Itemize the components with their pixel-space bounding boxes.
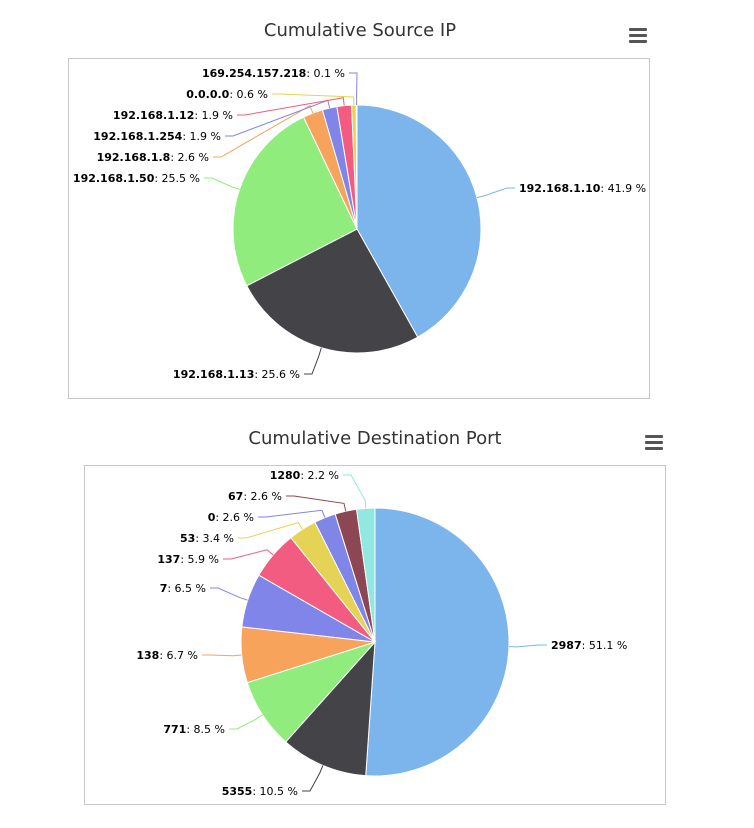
connector-line [508, 644, 547, 648]
connector-line [304, 347, 322, 375]
chart-title: Cumulative Destination Port [248, 428, 502, 449]
connector-line [349, 72, 358, 106]
data-label-value: : 51.1 % [582, 639, 628, 652]
data-label-name: 0 [208, 511, 216, 524]
data-label: 0.0.0.0: 0.6 % [186, 88, 268, 101]
connector-line [343, 474, 367, 509]
data-label-value: : 6.7 % [159, 649, 198, 662]
data-label-name: 53 [180, 532, 195, 545]
connector-line [272, 93, 355, 106]
connector-line [202, 654, 242, 657]
hamburger-menu-icon[interactable] [645, 435, 663, 450]
data-label-value: : 0.1 % [306, 67, 345, 80]
data-label: 169.254.157.218: 0.1 % [202, 67, 345, 80]
data-label-value: : 2.6 % [215, 511, 254, 524]
data-label-name: 7 [160, 582, 168, 595]
data-label-name: 137 [157, 553, 180, 566]
data-label: 192.168.1.8: 2.6 % [97, 151, 209, 164]
data-label: 7: 6.5 % [160, 582, 206, 595]
data-label-value: : 25.5 % [154, 172, 200, 185]
data-label-name: 771 [163, 723, 186, 736]
data-label-name: 192.168.1.12 [113, 109, 194, 122]
data-label-name: 192.168.1.10 [519, 182, 601, 195]
data-label: 138: 6.7 % [136, 649, 198, 662]
hamburger-menu-icon[interactable] [629, 28, 647, 43]
data-label-name: 0.0.0.0 [186, 88, 229, 101]
data-label-value: : 0.6 % [229, 88, 268, 101]
connector-line [258, 509, 326, 518]
data-label: 192.168.1.50: 25.5 % [73, 172, 200, 185]
source-ip-chart: Cumulative Source IP 192.168.1.10: 41.9 … [0, 0, 754, 400]
pie-chart-source-ip: 192.168.1.10: 41.9 % 192.168.1.13: 25.6 %… [73, 67, 646, 381]
data-label-name: 67 [228, 490, 243, 503]
data-label: 192.168.1.13: 25.6 % [173, 368, 300, 381]
destination-port-chart: Cumulative Destination Port 2987: 51.1 %… [0, 400, 754, 828]
pie-slice-192-168-1-10[interactable] [356, 104, 482, 338]
data-label-value: : 25.6 % [254, 368, 300, 381]
data-label: 53: 3.4 % [180, 532, 234, 545]
data-label: 137: 5.9 % [157, 553, 219, 566]
connector-line [302, 765, 324, 792]
data-label-value: : 6.5 % [167, 582, 206, 595]
data-label-name: 192.168.1.50 [73, 172, 155, 185]
data-label-name: 192.168.1.13 [173, 368, 254, 381]
data-label-name: 192.168.1.8 [97, 151, 171, 164]
data-label-value: : 2.2 % [300, 469, 339, 482]
pie-chart-destination-port: 2987: 51.1 %5355: 10.5 %771: 8.5 %138: 6… [136, 469, 627, 798]
data-label: 5355: 10.5 % [222, 785, 298, 798]
connector-line [238, 522, 303, 539]
data-label-value: : 1.9 % [194, 109, 233, 122]
data-label: 192.168.1.10: 41.9 % [519, 182, 646, 195]
pie-slice-192-168-1-50[interactable] [232, 116, 358, 287]
data-label: 192.168.1.12: 1.9 % [113, 109, 233, 122]
data-label: 1280: 2.2 % [270, 469, 339, 482]
connector-line [223, 549, 274, 560]
connector-line [286, 495, 347, 512]
data-label-value: : 10.5 % [252, 785, 298, 798]
data-label-value: : 5.9 % [180, 553, 219, 566]
data-label-name: 5355 [222, 785, 253, 798]
data-label-name: 2987 [551, 639, 582, 652]
pie-slice-2987[interactable] [365, 507, 510, 777]
data-label: 0: 2.6 % [208, 511, 254, 524]
connector-line [225, 99, 331, 137]
data-label-value: : 8.5 % [186, 723, 225, 736]
data-label-value: : 2.6 % [243, 490, 282, 503]
data-label-name: 192.168.1.254 [93, 130, 182, 143]
data-label-value: : 3.4 % [195, 532, 234, 545]
data-label-name: 1280 [270, 469, 301, 482]
data-label-value: : 1.9 % [182, 130, 221, 143]
connector-line [229, 714, 263, 730]
pie-slice-192-168-1-13[interactable] [246, 228, 419, 354]
data-label: 67: 2.6 % [228, 490, 282, 503]
data-label-value: : 2.6 % [170, 151, 209, 164]
data-label: 2987: 51.1 % [551, 639, 627, 652]
connector-line [210, 587, 248, 601]
connector-line [237, 97, 345, 116]
data-label-name: 169.254.157.218 [202, 67, 306, 80]
data-label-name: 138 [136, 649, 159, 662]
data-label-value: : 41.9 % [600, 182, 646, 195]
connector-line [213, 104, 314, 158]
data-label: 192.168.1.254: 1.9 % [93, 130, 221, 143]
data-label: 771: 8.5 % [163, 723, 225, 736]
connector-line [204, 177, 240, 190]
connector-line [476, 187, 515, 199]
chart-title: Cumulative Source IP [263, 20, 457, 41]
